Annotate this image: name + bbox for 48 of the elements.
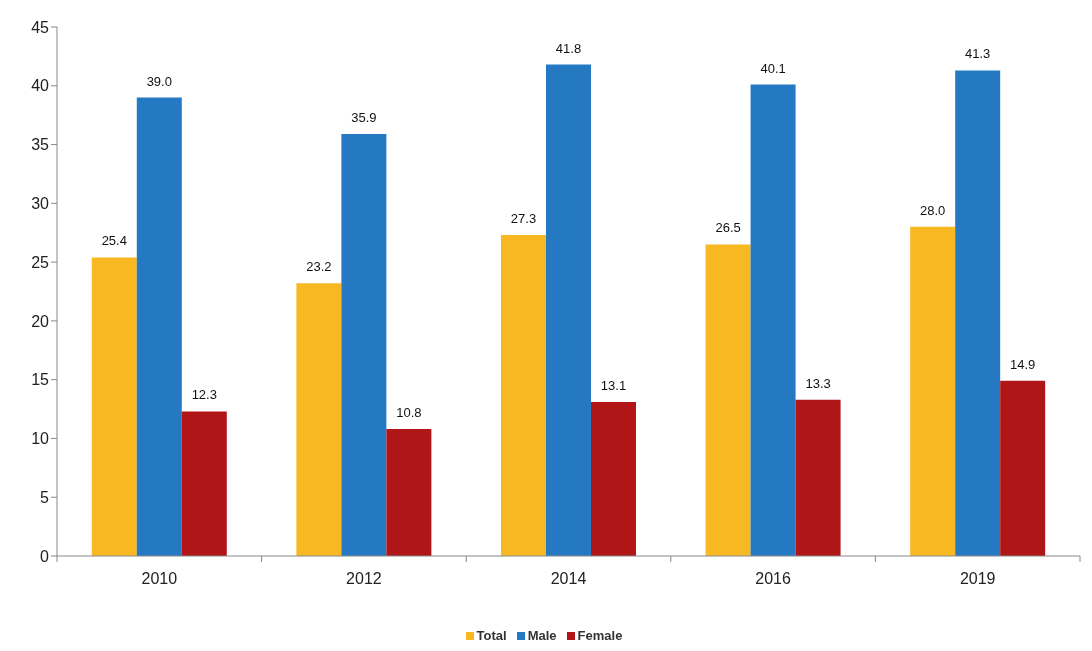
data-label: 14.9	[1010, 356, 1036, 372]
bar	[181, 411, 227, 556]
bar	[341, 133, 387, 556]
data-label: 41.8	[555, 40, 582, 56]
data-label: 23.2	[306, 259, 332, 275]
bar	[296, 283, 342, 556]
y-tick-label: 15	[31, 371, 50, 389]
bar	[750, 84, 796, 556]
data-label: 35.9	[351, 109, 377, 125]
y-tick-label: 40	[31, 77, 50, 95]
bar	[795, 399, 841, 556]
data-label: 26.5	[715, 220, 741, 236]
bar	[386, 429, 432, 556]
bar	[910, 226, 956, 556]
x-tick-label: 2019	[959, 570, 996, 587]
data-label: 40.1	[760, 60, 786, 76]
data-label: 41.3	[965, 46, 991, 62]
bar	[1000, 380, 1046, 556]
bar	[955, 70, 1001, 556]
data-label: 13.3	[805, 375, 831, 391]
x-tick-label: 2012	[346, 570, 382, 587]
legend-label: Female	[577, 628, 623, 643]
y-tick-label: 10	[31, 430, 50, 448]
x-tick-label: 2016	[755, 570, 791, 587]
bar	[500, 235, 546, 556]
y-tick-label: 20	[31, 312, 50, 330]
data-label: 13.1	[600, 378, 627, 393]
bar	[136, 97, 182, 556]
data-label: 25.4	[101, 233, 127, 249]
bar	[545, 64, 591, 556]
x-tick-label: 2010	[141, 570, 178, 587]
bar	[91, 257, 137, 556]
data-label: 39.0	[146, 73, 172, 89]
y-tick-label: 30	[31, 195, 50, 213]
legend-label: Total	[476, 628, 507, 643]
y-tick-label: 35	[31, 136, 50, 154]
legend-label: Male	[527, 628, 557, 643]
y-tick-label: 0	[40, 547, 50, 565]
y-tick-label: 5	[40, 488, 50, 506]
data-label: 27.3	[510, 211, 537, 227]
data-label: 10.8	[396, 405, 422, 421]
bar	[590, 402, 636, 556]
y-tick-label: 25	[31, 253, 50, 271]
data-label: 28.0	[920, 202, 946, 218]
y-tick-label: 45	[31, 18, 50, 36]
x-tick-label: 2014	[550, 570, 587, 587]
data-label: 12.3	[191, 387, 217, 403]
bar	[705, 244, 751, 556]
